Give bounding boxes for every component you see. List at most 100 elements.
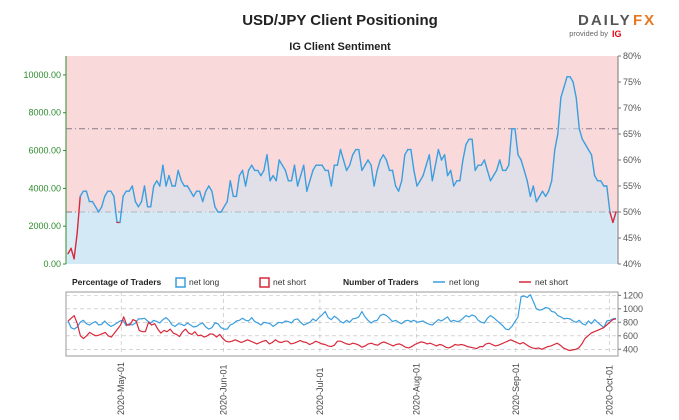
sentiment-segment	[535, 195, 541, 203]
traders-tick-label: 400	[623, 344, 638, 354]
sentiment-segment	[593, 174, 599, 182]
sentiment-segment	[575, 96, 580, 130]
right-axis-tick-label: 70%	[623, 103, 641, 113]
sentiment-segment	[394, 185, 400, 192]
x-axis-date-label: 2020-May-01	[116, 362, 126, 415]
sentiment-segment	[174, 169, 179, 187]
sentiment-segment	[367, 159, 372, 166]
sentiment-segment	[578, 128, 583, 140]
sentiment-segment	[410, 148, 415, 172]
right-axis-tick-label: 75%	[623, 77, 641, 87]
sentiment-segment	[269, 174, 274, 182]
logo-daily-text: DAILY	[578, 12, 632, 29]
sentiment-segment	[113, 195, 118, 224]
sentiment-segment	[514, 128, 519, 156]
right-axis-tick-label: 80%	[623, 51, 641, 61]
sentiment-segment	[523, 169, 528, 182]
sentiment-chart: 0.00 2000.00 4000.00 6000.00 8000.00 10000.00…	[23, 51, 641, 269]
sentiment-segment	[538, 190, 544, 198]
sentiment-segment	[499, 159, 504, 172]
sentiment-segment	[404, 148, 409, 156]
sentiment-segment	[508, 128, 513, 166]
sentiment-segment	[569, 76, 574, 83]
sentiment-segment	[376, 159, 381, 172]
sentiment-segment	[336, 148, 342, 166]
sentiment-segment	[419, 174, 424, 182]
left-axis-tick-label: 4000.00	[28, 183, 61, 193]
sentiment-segment	[208, 185, 213, 192]
sentiment-segment	[94, 206, 100, 213]
sentiment-segment	[382, 154, 388, 161]
sentiment-segment	[600, 180, 605, 187]
sentiment-segment	[459, 159, 464, 182]
sentiment-segment	[327, 169, 332, 187]
sentiment-segment	[100, 195, 106, 208]
sentiment-segment	[425, 154, 430, 166]
sentiment-segment	[581, 138, 587, 146]
sentiment-segment	[110, 190, 115, 198]
sentiment-segment	[342, 159, 348, 172]
sentiment-segment	[339, 148, 345, 161]
traders-plot-frame	[65, 291, 619, 357]
sentiment-segment	[385, 159, 391, 172]
sentiment-segment	[434, 148, 440, 166]
sentiment-segment	[244, 169, 250, 187]
sentiment-segment	[162, 164, 167, 187]
sentiment-segment	[198, 190, 204, 203]
sentiment-segment	[547, 180, 553, 192]
sentiment-segment	[266, 154, 271, 182]
sentiment-segment	[229, 180, 235, 198]
sentiment-segment	[134, 200, 140, 208]
sentiment-segment	[532, 185, 538, 203]
sentiment-segment	[152, 180, 158, 187]
legend-pct-long-swatch	[175, 277, 186, 288]
sentiment-segment	[422, 164, 427, 177]
sentiment-segment	[137, 200, 143, 208]
sentiment-segment	[76, 195, 81, 234]
sentiment-segment	[413, 169, 418, 187]
right-axis-tick-label: 60%	[623, 155, 641, 165]
logo-ig-text: IG	[612, 29, 622, 39]
sentiment-segment	[205, 185, 210, 192]
sentiment-segment	[486, 169, 492, 182]
x-axis-date-label: 2020-Jun-01	[218, 364, 228, 415]
left-axis-tick-label: 10000.00	[23, 70, 61, 80]
sentiment-segment	[443, 154, 449, 177]
sentiment-segment	[85, 190, 91, 203]
sentiment-segment	[529, 185, 534, 198]
sentiment-segment	[97, 206, 103, 213]
sentiment-segment	[223, 200, 228, 208]
sentiment-segment	[505, 164, 510, 172]
sentiment-segment	[275, 159, 280, 182]
sentiment-segment	[352, 148, 357, 156]
sentiment-segment	[140, 185, 146, 203]
sentiment-segment	[517, 154, 522, 161]
sentiment-segment	[606, 185, 611, 213]
traders-tick-label: 1200	[623, 290, 643, 300]
sentiment-segment	[300, 164, 305, 177]
right-axis-tick-label: 40%	[623, 259, 641, 269]
sentiment-segment	[401, 154, 406, 182]
sentiment-segment	[186, 185, 192, 192]
sentiment-segment	[119, 195, 124, 224]
sentiment-segment	[211, 190, 216, 208]
sentiment-segment	[572, 81, 577, 99]
sentiment-segment	[309, 169, 314, 182]
x-axis-date-label: 2020-Oct-01	[605, 365, 615, 415]
sentiment-segment	[235, 174, 241, 198]
legend-pct-short-label: net short	[273, 277, 307, 287]
traders-chart: 400 600 800 1000 1200 2020-May-01 2020-Jun-01 2…	[65, 290, 643, 415]
sentiment-segment	[70, 247, 75, 260]
chart-title: USD/JPY Client Positioning	[242, 12, 438, 29]
sentiment-segment	[551, 148, 556, 182]
sentiment-segment	[296, 174, 302, 187]
sentiment-segment	[391, 169, 397, 187]
sentiment-segment	[312, 164, 317, 172]
sentiment-segment	[471, 138, 476, 172]
sentiment-segment	[241, 169, 247, 187]
sentiment-segment	[177, 169, 183, 182]
sentiment-segment	[180, 180, 186, 187]
sentiment-segment	[345, 164, 351, 172]
sentiment-segment	[361, 164, 366, 172]
sentiment-segment	[247, 164, 253, 172]
